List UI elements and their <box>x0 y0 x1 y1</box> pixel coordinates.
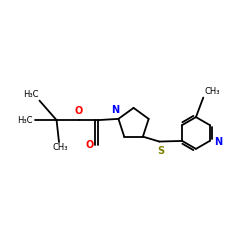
Text: H₃C: H₃C <box>23 90 38 99</box>
Text: H₃C: H₃C <box>17 116 32 124</box>
Text: S: S <box>157 146 164 156</box>
Text: O: O <box>86 140 94 149</box>
Text: CH₃: CH₃ <box>204 86 220 96</box>
Text: CH₃: CH₃ <box>52 143 68 152</box>
Text: N: N <box>214 137 222 147</box>
Text: O: O <box>74 106 83 116</box>
Text: N: N <box>112 105 120 115</box>
